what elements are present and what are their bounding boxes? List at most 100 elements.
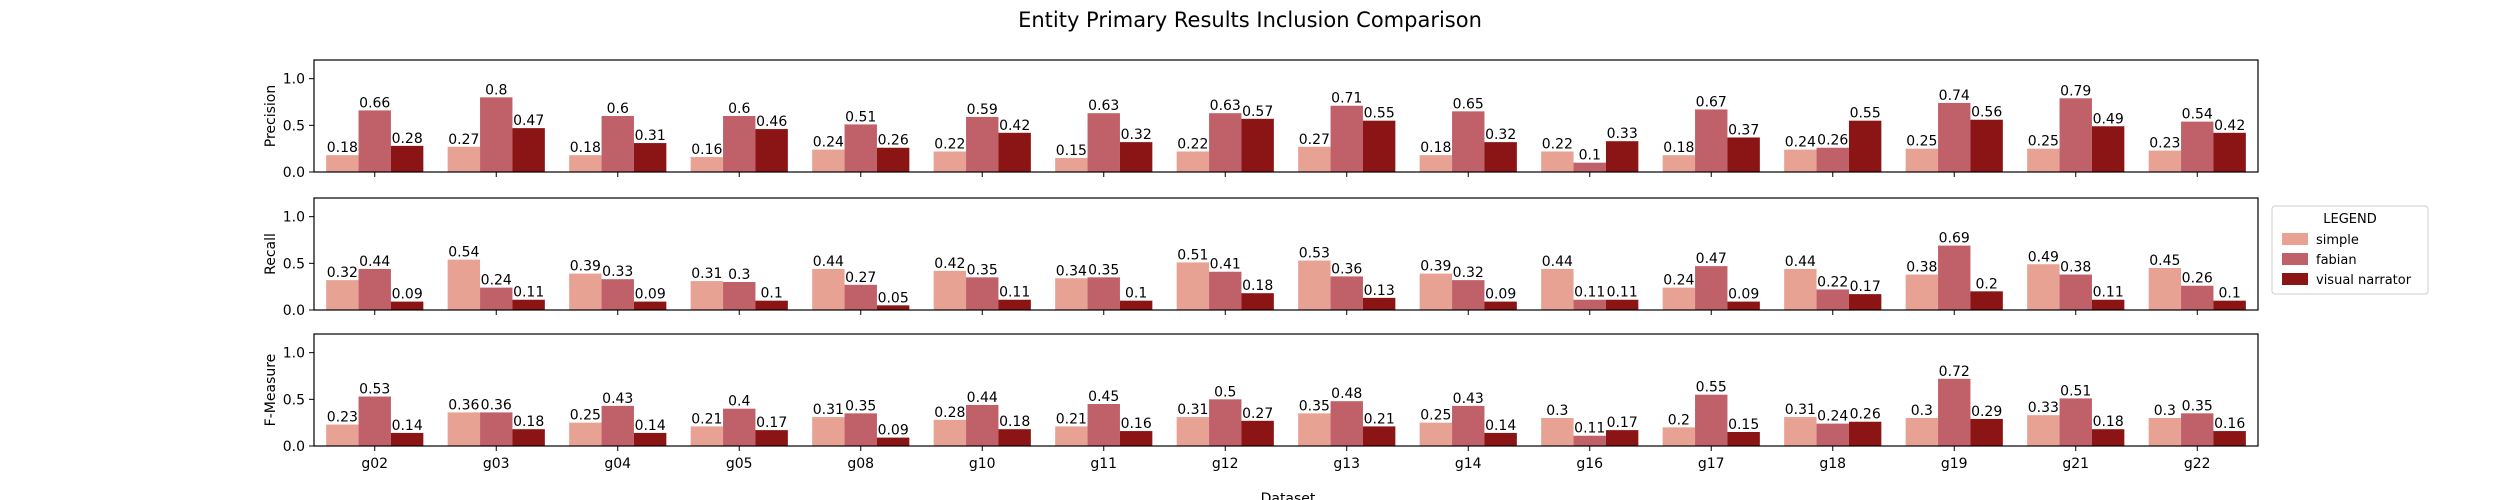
- bar: [2148, 150, 2182, 172]
- bar-value-label: 0.55: [1850, 106, 1881, 122]
- bar-value-label: 0.21: [1364, 411, 1395, 427]
- bar: [2027, 415, 2060, 446]
- bar: [966, 404, 999, 446]
- bar: [1119, 142, 1153, 172]
- bar: [755, 129, 788, 172]
- bar-value-label: 0.22: [1177, 136, 1208, 152]
- bar-value-label: 0.09: [635, 287, 666, 303]
- bar: [1970, 119, 2003, 172]
- bar-value-label: 0.24: [481, 273, 512, 289]
- bar-value-label: 0.25: [2028, 134, 2059, 150]
- bar-value-label: 0.36: [448, 397, 479, 413]
- bar: [1541, 268, 1574, 310]
- x-tick-label: g19: [1941, 456, 1968, 472]
- bar: [569, 155, 602, 172]
- bar-value-label: 0.53: [359, 382, 390, 398]
- bar-value-label: 0.59: [967, 102, 998, 118]
- bar: [447, 146, 481, 172]
- bar: [1938, 378, 1971, 446]
- bar-value-label: 0.69: [1939, 231, 1970, 247]
- bar: [1573, 299, 1606, 310]
- bar: [1484, 432, 1517, 446]
- bar: [755, 300, 788, 310]
- bar-value-label: 0.18: [327, 140, 358, 156]
- bar-value-label: 0.1: [2219, 286, 2241, 302]
- bar: [447, 259, 481, 310]
- bar-value-label: 0.31: [635, 128, 666, 144]
- bar: [1727, 301, 1760, 310]
- bar: [2148, 418, 2182, 446]
- bar: [2027, 148, 2060, 172]
- bar: [1541, 151, 1574, 172]
- bar-value-label: 0.17: [1850, 279, 1881, 295]
- bar-value-label: 0.1: [1579, 148, 1601, 164]
- bar: [2181, 413, 2214, 446]
- bar-value-label: 0.43: [602, 391, 633, 407]
- bar: [2059, 398, 2092, 446]
- y-tick-label: 0.0: [283, 165, 305, 181]
- bar: [1241, 420, 1274, 446]
- bar: [1662, 287, 1696, 310]
- bar-value-label: 0.35: [1088, 262, 1119, 278]
- bar-value-label: 0.39: [570, 259, 601, 275]
- bar: [1330, 401, 1363, 446]
- bar: [966, 116, 999, 172]
- bar: [633, 301, 667, 310]
- legend-frame: [2271, 205, 2429, 295]
- bar: [876, 437, 910, 446]
- bar-value-label: 0.33: [1607, 126, 1638, 142]
- bar: [933, 419, 967, 446]
- bar: [690, 157, 724, 172]
- bar: [844, 413, 877, 446]
- bar: [844, 124, 877, 172]
- bar-value-label: 0.31: [1785, 402, 1816, 418]
- legend-items: simple fabian visual narrator: [2282, 233, 2412, 288]
- bar-value-label: 0.18: [570, 140, 601, 156]
- legend-entry-label: visual narrator: [2316, 273, 2412, 288]
- bar-value-label: 0.09: [1485, 287, 1516, 303]
- y-tick-label: 1.0: [283, 72, 305, 88]
- y-tick-label: 0.5: [283, 118, 305, 134]
- bar: [1241, 293, 1274, 310]
- bar-value-label: 0.13: [1364, 283, 1395, 299]
- x-tick-label: g11: [1090, 456, 1117, 472]
- bar: [933, 151, 967, 172]
- bar-value-label: 0.31: [691, 266, 722, 282]
- bar-value-label: 0.18: [1420, 140, 1451, 156]
- bar: [326, 280, 359, 310]
- x-tick-label: g17: [1698, 456, 1725, 472]
- bar: [2059, 98, 2092, 172]
- bar: [1784, 149, 1817, 172]
- bar-value-label: 0.23: [2149, 136, 2180, 152]
- bar: [480, 412, 513, 446]
- bar: [390, 145, 424, 172]
- bar-value-label: 0.05: [878, 290, 909, 306]
- bar-value-label: 0.18: [2093, 414, 2124, 430]
- bar: [1727, 137, 1760, 172]
- legend-entry-label: simple: [2316, 233, 2359, 248]
- bar-value-label: 0.17: [1607, 415, 1638, 431]
- bar: [1452, 280, 1485, 310]
- bar-value-label: 0.16: [2214, 416, 2245, 432]
- bar-value-label: 0.16: [691, 142, 722, 158]
- bar-value-label: 0.44: [813, 254, 844, 270]
- bar-value-label: 0.3: [2154, 403, 2176, 419]
- bar: [1419, 155, 1453, 172]
- bar: [876, 147, 910, 172]
- bar: [512, 128, 545, 172]
- bar-value-label: 0.3: [1911, 403, 1933, 419]
- bar: [1484, 301, 1517, 310]
- bar-value-label: 0.54: [448, 245, 479, 261]
- bar-value-label: 0.09: [392, 287, 423, 303]
- bar: [1330, 105, 1363, 172]
- bar-value-label: 0.74: [1939, 88, 1970, 104]
- bar: [844, 284, 877, 310]
- bar: [812, 149, 845, 172]
- bar: [1452, 405, 1485, 446]
- bar-value-label: 0.42: [2214, 118, 2245, 134]
- y-axis-label: Precision: [263, 85, 279, 147]
- bar-value-label: 0.24: [1817, 409, 1848, 425]
- bar: [1541, 418, 1574, 446]
- bar-value-label: 0.37: [1728, 122, 1759, 138]
- bar-value-label: 0.31: [813, 402, 844, 418]
